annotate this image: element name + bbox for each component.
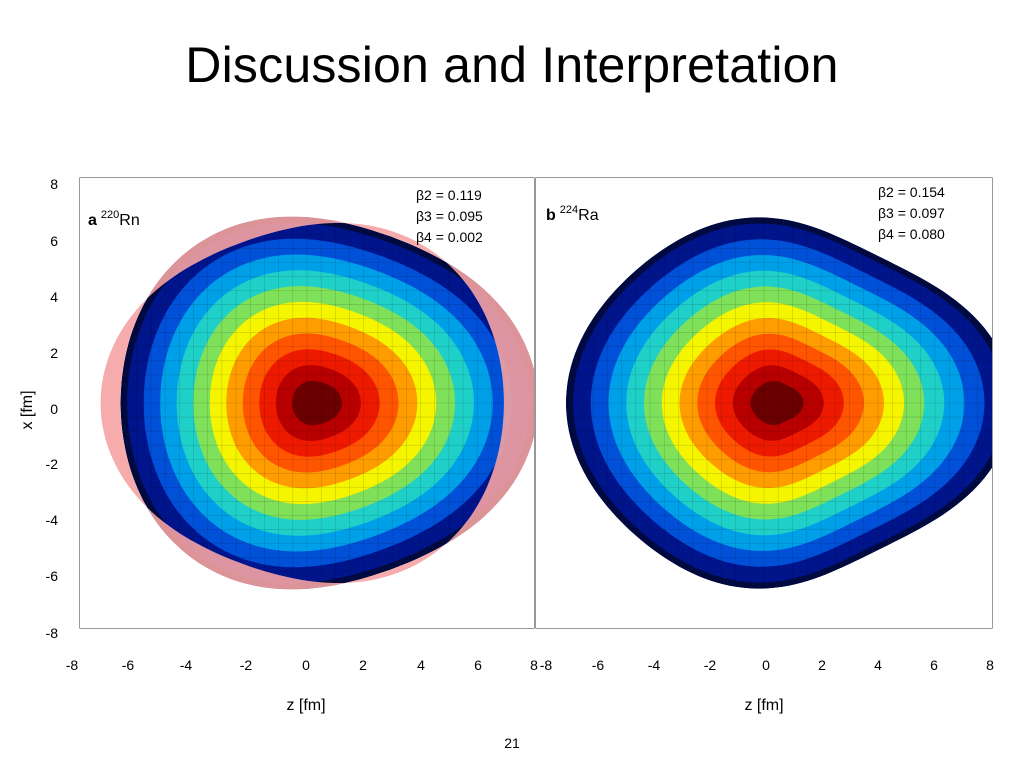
x-tick-label: 8 [530, 657, 538, 673]
x-tick-label: 2 [818, 657, 826, 673]
panel-a-label: a 220Rn [88, 209, 140, 229]
panel-a-beta3: β3 = 0.095 [416, 208, 483, 224]
x-tick-label: -4 [648, 657, 661, 673]
x-tick-label: -8 [540, 657, 553, 673]
density-contour [292, 380, 342, 426]
panel-a-x-axis-label: z [fm] [286, 697, 325, 714]
y-tick-label: -4 [46, 512, 59, 528]
y-tick-label: -6 [46, 568, 59, 584]
density-contour [750, 381, 804, 425]
panel-b-ticks: -8 -6 -4 -2 0 2 4 6 8 [540, 657, 994, 673]
y-tick-label: 0 [50, 401, 58, 417]
panel-b-label: b 224Ra [546, 204, 599, 224]
panel-a-beta4: β4 = 0.002 [416, 229, 483, 245]
page-number: 21 [504, 735, 520, 751]
panel-b-density-map [536, 178, 992, 628]
panel-b-beta2: β2 = 0.154 [878, 184, 945, 200]
y-tick-label: -2 [46, 456, 59, 472]
panel-a-deformation-params: β2 = 0.119 β3 = 0.095 β4 = 0.002 [416, 187, 483, 245]
panel-a-ticks: -8 -6 -4 -2 0 2 4 6 8 8 6 4 2 0 -2 -4 -6 -8 [46, 176, 539, 673]
panel-a: a 220Rn β2 = 0.119 β3 = 0.095 β4 = 0.002 … [19, 176, 538, 714]
x-tick-label: -6 [122, 657, 135, 673]
x-tick-label: -2 [704, 657, 717, 673]
x-tick-label: 8 [986, 657, 994, 673]
panel-b-beta4: β4 = 0.080 [878, 226, 945, 242]
panel-b-deformation-params: β2 = 0.154 β3 = 0.097 β4 = 0.080 [878, 184, 945, 242]
x-tick-label: 6 [474, 657, 482, 673]
panel-a-beta2: β2 = 0.119 [416, 187, 482, 203]
x-tick-label: 4 [417, 657, 425, 673]
x-tick-label: 2 [359, 657, 367, 673]
y-tick-label: -8 [46, 625, 59, 641]
outside-mask [536, 178, 992, 628]
x-tick-label: 0 [762, 657, 770, 673]
slide-title: Discussion and Interpretation [185, 37, 839, 93]
y-tick-label: 2 [50, 345, 58, 361]
x-tick-label: -6 [592, 657, 605, 673]
y-tick-label: 6 [50, 233, 58, 249]
panel-b-x-axis-label: z [fm] [744, 697, 783, 714]
outside-mask [80, 178, 534, 628]
x-tick-label: 0 [302, 657, 310, 673]
panel-b: b 224Ra β2 = 0.154 β3 = 0.097 β4 = 0.080 … [535, 177, 994, 714]
panel-b-beta3: β3 = 0.097 [878, 205, 945, 221]
y-tick-label: 8 [50, 176, 58, 192]
x-tick-label: -8 [66, 657, 79, 673]
x-tick-label: -2 [240, 657, 253, 673]
x-tick-label: -4 [180, 657, 193, 673]
deformation-figure: a 220Rn β2 = 0.119 β3 = 0.095 β4 = 0.002 … [16, 170, 1008, 725]
panel-a-density-map [80, 178, 534, 628]
density-plots: a 220Rn β2 = 0.119 β3 = 0.095 β4 = 0.002 … [19, 176, 994, 714]
x-tick-label: 4 [874, 657, 882, 673]
x-tick-label: 6 [930, 657, 938, 673]
panel-a-y-axis-label: x [fm] [19, 390, 36, 429]
y-tick-label: 4 [50, 289, 58, 305]
